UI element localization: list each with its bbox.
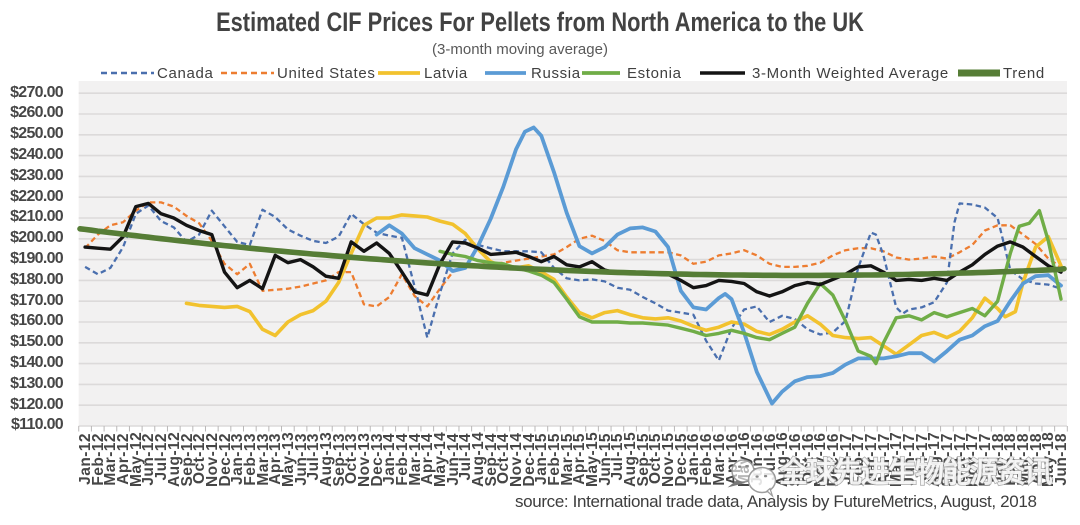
svg-text:全球先进生物能源资讯: 全球先进生物能源资讯: [778, 455, 1053, 489]
